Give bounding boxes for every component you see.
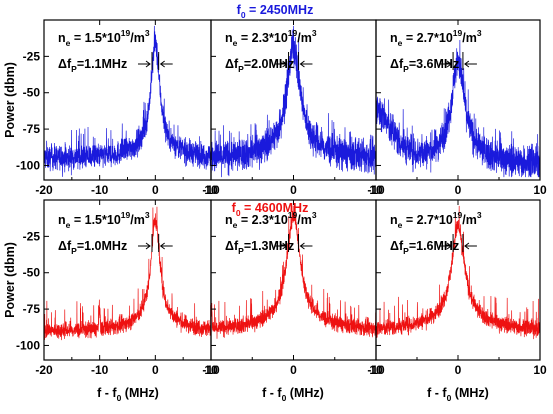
arrow-left-icon	[300, 243, 312, 249]
y-axis-title: Power (dbm)	[3, 242, 17, 318]
y-tick-label: -75	[23, 122, 41, 136]
x-axis-title: f - f0 (MHz)	[262, 386, 324, 403]
x-tick-label: -20	[35, 183, 53, 197]
density-annotation: ne = 1.5*1019/m3	[58, 210, 150, 230]
x-tick-label: -10	[202, 363, 220, 377]
x-tick-label: 10	[533, 183, 547, 197]
linewidth-annotation: ΔfP=3.6MHz	[390, 57, 459, 74]
density-annotation: ne = 1.5*1019/m3	[58, 28, 150, 48]
y-tick-label: -50	[23, 266, 41, 280]
x-tick-label: -10	[91, 183, 109, 197]
y-tick-label: -100	[16, 158, 40, 172]
x-axis-title: f - f0 (MHz)	[427, 386, 489, 403]
y-tick-label: -100	[16, 338, 40, 352]
linewidth-annotation: ΔfP=1.6MHz	[390, 239, 459, 256]
x-tick-label: 0	[152, 363, 159, 377]
arrow-left-icon	[161, 61, 173, 67]
linewidth-annotation: ΔfP=1.1MHz	[58, 57, 127, 74]
x-tick-label: 0	[455, 363, 462, 377]
arrow-left-icon	[465, 243, 477, 249]
density-annotation: ne = 2.3*1019/m3	[225, 28, 317, 48]
density-annotation: ne = 2.7*1019/m3	[390, 28, 482, 48]
y-axis-title: Power (dbm)	[3, 62, 17, 138]
x-tick-label: 0	[290, 363, 297, 377]
x-tick-label: -10	[91, 363, 109, 377]
row-title: f0 = 2450MHz	[237, 3, 314, 20]
y-tick-label: -50	[23, 86, 41, 100]
x-tick-label: -10	[367, 183, 385, 197]
x-tick-label: 0	[290, 183, 297, 197]
arrow-left-icon	[300, 61, 312, 67]
linewidth-annotation: ΔfP=1.3MHz	[225, 239, 294, 256]
y-tick-label: -75	[23, 302, 41, 316]
y-tick-label: -25	[23, 49, 41, 63]
series-trace-r0-p1	[211, 26, 376, 177]
x-tick-label: -10	[367, 363, 385, 377]
linewidth-annotation: ΔfP=1.0MHz	[58, 239, 127, 256]
arrow-left-icon	[161, 243, 173, 249]
x-axis-title: f - f0 (MHz)	[97, 386, 159, 403]
x-tick-label: 0	[152, 183, 159, 197]
arrow-right-icon	[138, 61, 150, 67]
x-tick-label: 10	[533, 363, 547, 377]
x-tick-label: -10	[202, 183, 220, 197]
y-tick-label: -25	[23, 229, 41, 243]
density-annotation: ne = 2.7*1019/m3	[390, 210, 482, 230]
arrow-right-icon	[138, 243, 150, 249]
x-tick-label: 0	[455, 183, 462, 197]
x-tick-label: -20	[35, 363, 53, 377]
linewidth-annotation: ΔfP=2.0MHz	[225, 57, 294, 74]
arrow-left-icon	[465, 61, 477, 67]
series-trace-r0-p0	[44, 26, 211, 177]
